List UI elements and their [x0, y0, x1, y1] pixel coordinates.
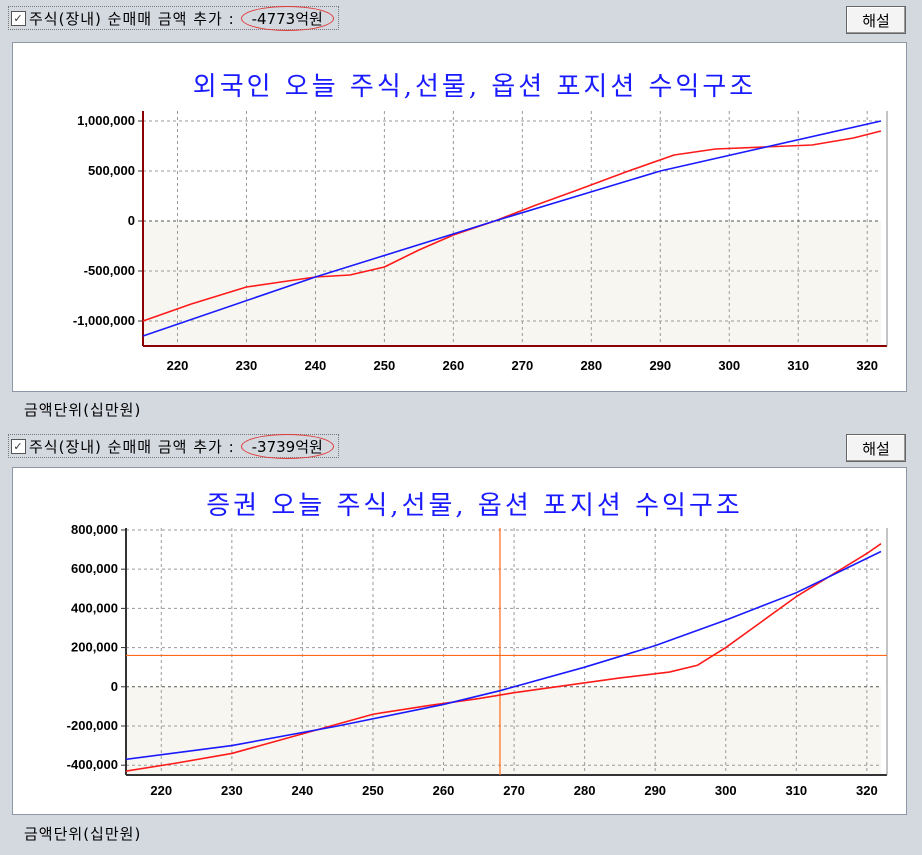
x-tick-label: 270 — [503, 783, 525, 798]
unit-label: 금액단위(십만원) — [24, 825, 142, 843]
x-tick-label: 290 — [644, 783, 666, 798]
x-tick-label: 250 — [374, 358, 396, 373]
series-line-red — [125, 543, 882, 772]
x-tick-label: 300 — [715, 783, 737, 798]
y-tick-label: -1,000,000 — [73, 313, 135, 328]
x-tick-label: 260 — [433, 783, 455, 798]
x-tick-label: 310 — [785, 783, 807, 798]
x-tick-label: 320 — [856, 358, 878, 373]
explain-button[interactable]: 해설 — [846, 434, 906, 462]
y-tick-label: 500,000 — [88, 163, 135, 178]
y-tick-label: 400,000 — [71, 600, 118, 615]
y-tick-label: 0 — [111, 679, 118, 694]
chart-title: 외국인 오늘 주식,선물, 옵션 포지션 수익구조 — [193, 72, 756, 102]
x-tick-label: 310 — [787, 358, 809, 373]
chart-panel-securities: ✓ 주식(장내) 순매매 금액 추가 : -3739억원 해설 증권 오늘 주식… — [0, 428, 922, 855]
chart-panel-foreigner: ✓ 주식(장내) 순매매 금액 추가 : -4773억원 해설 외국인 오늘 주… — [0, 0, 922, 419]
x-tick-label: 270 — [511, 358, 533, 373]
checkbox-icon[interactable]: ✓ — [11, 438, 26, 454]
x-tick-label: 220 — [150, 783, 172, 798]
unit-label: 금액단위(십만원) — [24, 401, 142, 419]
negative-region — [143, 221, 881, 346]
x-tick-label: 250 — [362, 783, 384, 798]
y-tick-label: -500,000 — [84, 263, 135, 278]
panel-toolbar: ✓ 주식(장내) 순매매 금액 추가 : -4773억원 해설 — [0, 0, 922, 34]
y-tick-label: 200,000 — [71, 640, 118, 655]
net-trade-amount-checkbox[interactable]: ✓ 주식(장내) 순매매 금액 추가 : -3739억원 — [8, 433, 339, 459]
x-tick-label: 280 — [574, 783, 596, 798]
chart-area: 외국인 오늘 주식,선물, 옵션 포지션 수익구조 220 230 240 250 260… — [12, 42, 907, 392]
y-tick-label: 1,000,000 — [77, 113, 135, 128]
x-tick-label: 240 — [292, 783, 314, 798]
panel-toolbar: ✓ 주식(장내) 순매매 금액 추가 : -3739억원 해설 — [0, 428, 922, 462]
profit-structure-chart: 증권 오늘 주식,선물, 옵션 포지션 수익구조 220 230 240 250 260 2… — [67, 491, 888, 798]
checkbox-label: 주식(장내) 순매매 금액 추가 : — [29, 9, 235, 28]
y-tick-label: 600,000 — [71, 561, 118, 576]
x-tick-label: 230 — [236, 358, 258, 373]
x-tick-label: 220 — [167, 358, 189, 373]
y-tick-label: 0 — [128, 213, 135, 228]
x-tick-label: 320 — [856, 783, 878, 798]
x-tick-label: 260 — [443, 358, 465, 373]
y-tick-label: -400,000 — [67, 757, 118, 772]
checkbox-icon[interactable]: ✓ — [11, 10, 26, 26]
chart-area: 증권 오늘 주식,선물, 옵션 포지션 수익구조 220 230 240 250 260 2… — [12, 467, 907, 815]
profit-structure-chart: 외국인 오늘 주식,선물, 옵션 포지션 수익구조 220 230 240 250 260… — [73, 72, 888, 373]
x-tick-label: 280 — [580, 358, 602, 373]
x-tick-label: 290 — [649, 358, 671, 373]
y-tick-label: -200,000 — [67, 718, 118, 733]
checkbox-label: 주식(장내) 순매매 금액 추가 : — [29, 437, 235, 456]
series-line-blue — [125, 550, 882, 761]
net-trade-amount: -3739억원 — [240, 433, 334, 459]
negative-region — [126, 686, 881, 775]
explain-button[interactable]: 해설 — [846, 6, 906, 34]
series-line-blue — [142, 120, 882, 337]
chart-title: 증권 오늘 주식,선물, 옵션 포지션 수익구조 — [206, 491, 743, 521]
y-tick-label: 800,000 — [71, 522, 118, 537]
x-tick-label: 300 — [718, 358, 740, 373]
net-trade-amount: -4773억원 — [240, 5, 334, 31]
net-trade-amount-checkbox[interactable]: ✓ 주식(장내) 순매매 금액 추가 : -4773억원 — [8, 5, 339, 31]
x-tick-label: 240 — [305, 358, 327, 373]
x-tick-label: 230 — [221, 783, 243, 798]
